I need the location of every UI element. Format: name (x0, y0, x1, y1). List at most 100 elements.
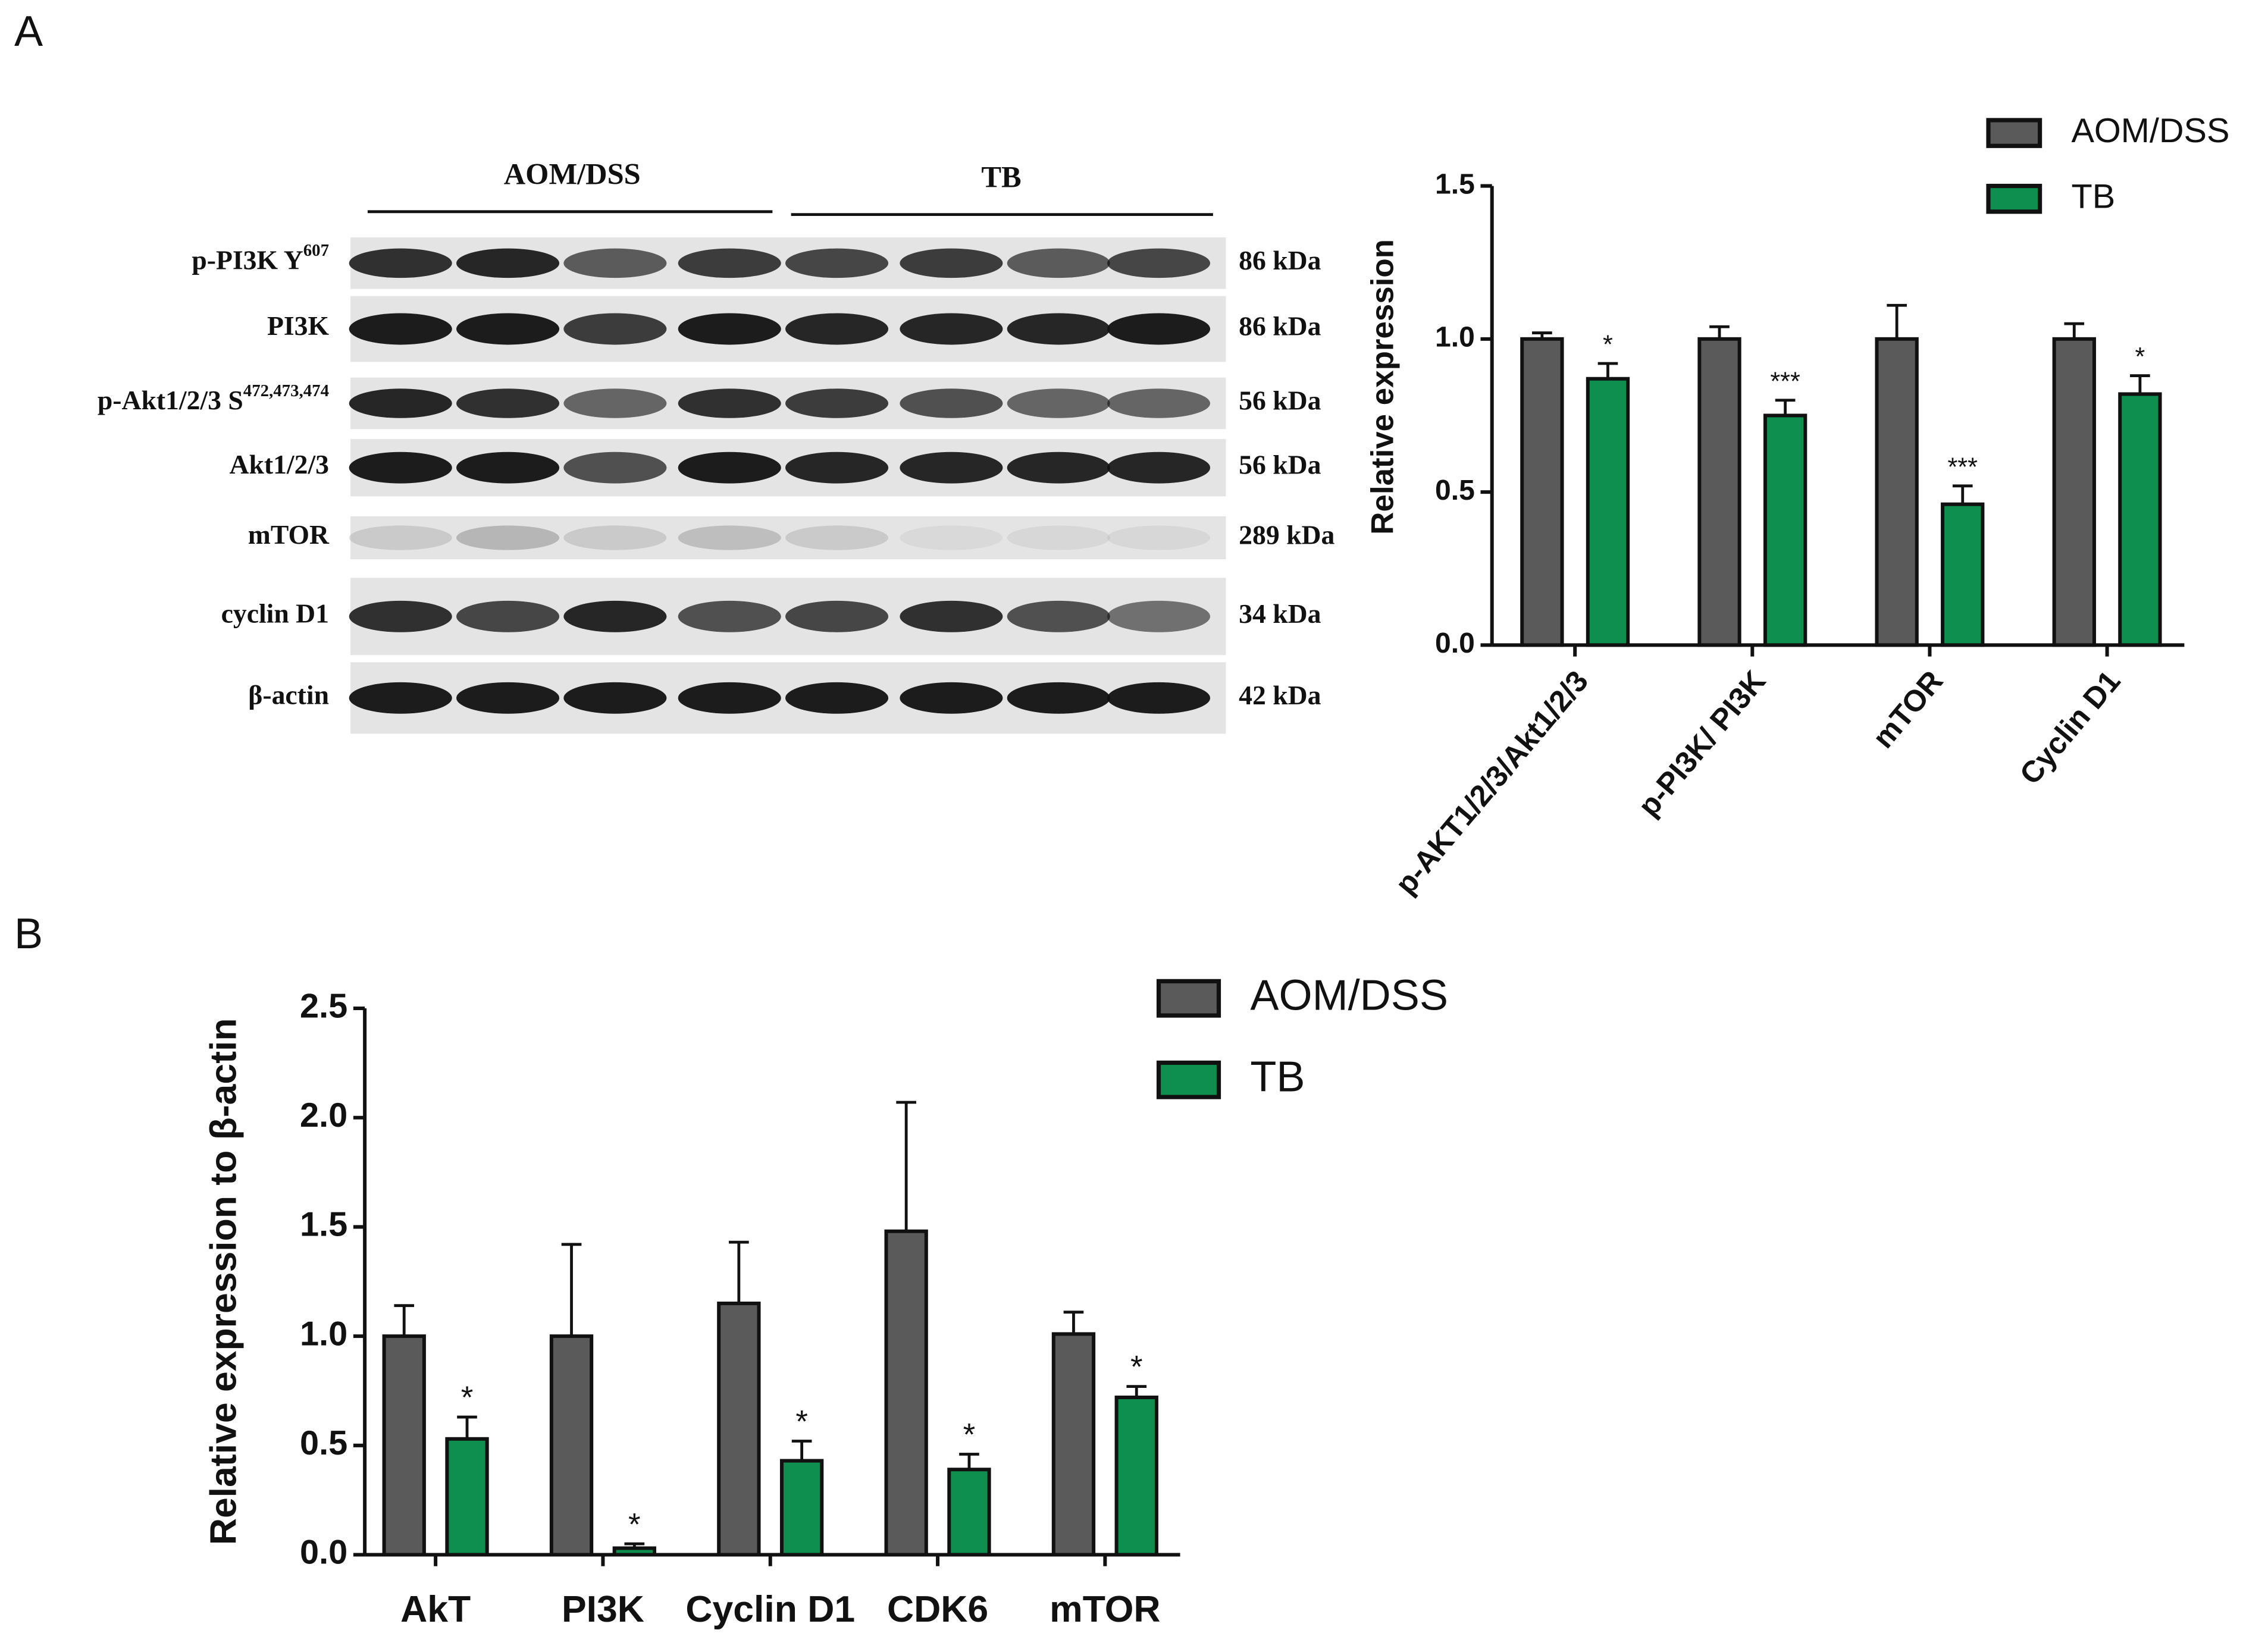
y-axis-title: Relative expression to β-actin (202, 1018, 244, 1545)
blot-band (1107, 313, 1211, 345)
blot-band (1107, 682, 1211, 714)
blot-band (1007, 248, 1110, 278)
bar (549, 1334, 594, 1557)
y-tick-label: 0.0 (1435, 627, 1475, 659)
blot-band (900, 313, 1003, 345)
bar (1520, 337, 1564, 647)
blot-band (785, 248, 889, 278)
row-label-text: PI3K (267, 311, 330, 341)
legend-swatch (1986, 183, 2042, 214)
blot-band (563, 388, 667, 418)
bar (1941, 502, 1985, 647)
blot-band (678, 600, 781, 632)
blot-band (900, 388, 1003, 418)
blot-band (563, 452, 667, 484)
bar (1697, 337, 1741, 647)
x-tick-label: mTOR (1050, 1588, 1160, 1630)
group-label: TB (981, 161, 1021, 194)
bar (1586, 377, 1630, 647)
bar (382, 1334, 426, 1557)
blot-band (1007, 388, 1110, 418)
bar (445, 1437, 489, 1557)
x-tick-label: p-AKT1/2/3/Akt1/2/3 (1389, 664, 1595, 901)
y-tick-label: 0.5 (300, 1424, 347, 1462)
significance-label: * (2135, 343, 2145, 371)
y-tick-label: 2.0 (300, 1096, 347, 1134)
x-tick-label: mTOR (1866, 664, 1949, 754)
blot-band (563, 313, 667, 345)
significance-label: * (628, 1507, 641, 1542)
blot-band (1107, 525, 1211, 550)
western-blot: AOM/DSS TB p-PI3K Y607 86 kDa PI3K 86 kDa p-Ak… (98, 158, 1334, 734)
blot-band (563, 600, 667, 632)
blot-band (456, 682, 560, 714)
row-label: p-Akt1/2/3 S472,473,474 (98, 381, 329, 415)
bar-chart: 0.0 0.5 1.0 1.5 2.0 2.5 Relative expression to… (202, 971, 1448, 1630)
blot-band (349, 452, 452, 484)
legend-swatch (1986, 118, 2042, 148)
bar-chart: 0.0 0.5 1.0 1.5 Relative expression p-AKT1/2/… (1365, 112, 2229, 901)
bar (612, 1546, 656, 1557)
bar (1875, 337, 1919, 647)
blot-band (1107, 248, 1211, 278)
legend-swatch (1156, 979, 1221, 1018)
blot-band (785, 600, 889, 632)
significance-label: * (1603, 331, 1613, 359)
panel-label: A (14, 8, 43, 55)
blot-band (349, 248, 452, 278)
y-tick-label: 0.5 (1435, 474, 1475, 506)
blot-band (563, 682, 667, 714)
legend-swatch (1156, 1060, 1221, 1099)
row-label: PI3K (267, 311, 330, 341)
bar (2118, 392, 2162, 647)
blot-band (1007, 682, 1110, 714)
panel-label: B (14, 910, 43, 958)
blot-band (1007, 313, 1110, 345)
blot-band (1007, 600, 1110, 632)
y-tick-label: 1.5 (1435, 168, 1475, 200)
blot-band (785, 525, 889, 550)
blot-band (456, 388, 560, 418)
y-tick-label: 1.0 (300, 1315, 347, 1353)
blot-band (785, 682, 889, 714)
blot-band (785, 313, 889, 345)
row-label: cyclin D1 (221, 598, 329, 629)
row-label-text: cyclin D1 (221, 598, 329, 629)
y-tick-label: 1.0 (1435, 321, 1475, 353)
significance-label: * (1130, 1350, 1143, 1385)
x-tick-label: p-PI3K/ PI3K (1631, 664, 1772, 823)
blot-band (785, 452, 889, 484)
row-label-text: p-Akt1/2/3 S (98, 385, 243, 416)
blot-band (349, 682, 452, 714)
blot-band (900, 682, 1003, 714)
blot-band (563, 525, 667, 550)
x-tick-label: AkT (400, 1588, 471, 1630)
bar (717, 1302, 761, 1557)
bar (1114, 1395, 1158, 1557)
blot-band (456, 313, 560, 345)
y-axis-title: Relative expression (1365, 239, 1400, 535)
y-tick-label: 2.5 (300, 987, 347, 1025)
row-label: p-PI3K Y607 (192, 241, 329, 275)
blot-band (678, 313, 781, 345)
kda-label: 56 kDa (1239, 385, 1321, 416)
blot-band (349, 525, 452, 550)
blot-band (1107, 452, 1211, 484)
blot-band (456, 452, 560, 484)
legend-label: AOM/DSS (2071, 112, 2229, 150)
x-tick-label: CDK6 (887, 1588, 988, 1630)
blot-band (678, 248, 781, 278)
blot-band (900, 248, 1003, 278)
blot-band (349, 388, 452, 418)
blot-band (678, 452, 781, 484)
blot-band (349, 600, 452, 632)
bar (1051, 1332, 1096, 1557)
blot-band (678, 525, 781, 550)
kda-label: 56 kDa (1239, 450, 1321, 480)
blot-band (900, 600, 1003, 632)
bar (947, 1468, 991, 1557)
row-label-sup: 607 (303, 241, 329, 260)
blot-band (1107, 388, 1211, 418)
legend-label: TB (2071, 177, 2115, 215)
row-label: Akt1/2/3 (230, 450, 329, 480)
